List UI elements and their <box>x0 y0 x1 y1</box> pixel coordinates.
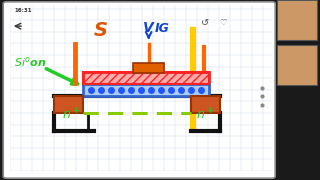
Bar <box>83 84 209 96</box>
Bar <box>54 96 83 113</box>
Bar <box>191 96 220 113</box>
Text: ↺: ↺ <box>201 18 209 28</box>
Text: $n^+$: $n^+$ <box>62 108 81 123</box>
Bar <box>83 73 209 84</box>
Bar <box>83 73 209 84</box>
Text: $Si^o$on: $Si^o$on <box>13 55 46 69</box>
Text: IG: IG <box>155 22 170 35</box>
Text: S: S <box>93 21 108 40</box>
Text: 16:31: 16:31 <box>15 8 32 13</box>
Text: V: V <box>143 21 154 35</box>
Bar <box>133 62 164 73</box>
Text: $n^+$: $n^+$ <box>196 108 214 123</box>
Text: ♡: ♡ <box>220 19 227 28</box>
